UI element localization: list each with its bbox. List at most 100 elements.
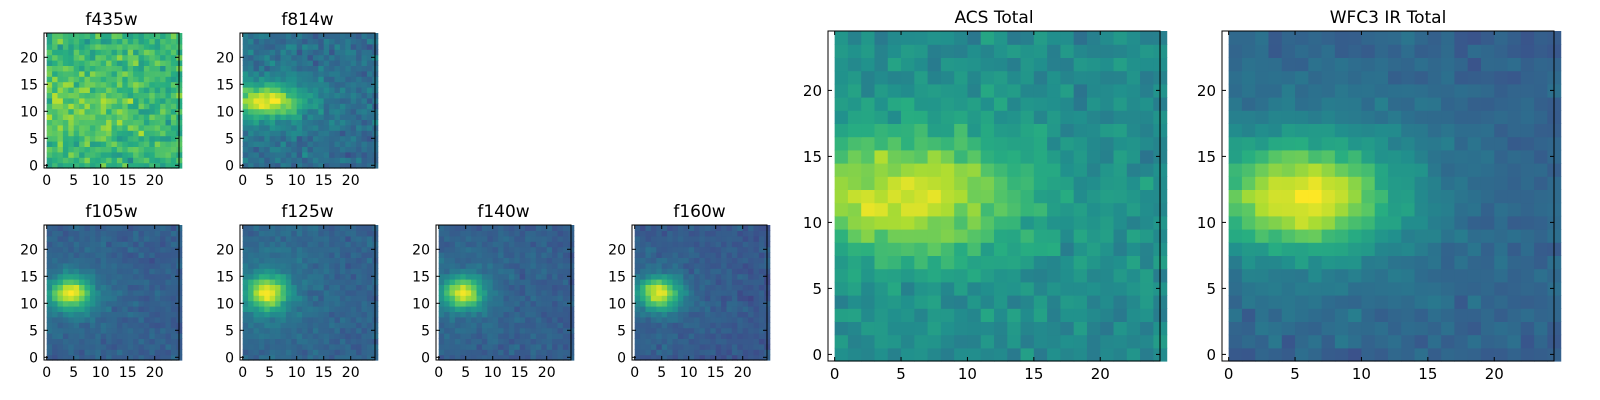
heatmap-cell — [253, 262, 260, 269]
heatmap-cell — [535, 273, 542, 280]
heatmap-cell — [1361, 321, 1376, 336]
heatmap-cell — [46, 43, 53, 50]
heatmap-cell — [731, 279, 738, 285]
heatmap-cell — [73, 119, 80, 126]
heatmap-cell — [170, 354, 177, 361]
heatmap-cell — [356, 338, 363, 345]
heatmap-cell — [1507, 189, 1522, 204]
heatmap-cell — [345, 157, 352, 164]
heatmap-cell — [1507, 281, 1522, 296]
heatmap-cell — [721, 273, 728, 280]
y-tick-label: 5 — [421, 323, 430, 339]
heatmap-cell — [116, 284, 123, 291]
heatmap-cell — [552, 235, 559, 242]
heatmap-cell — [116, 333, 123, 339]
heatmap-cell — [1480, 229, 1495, 243]
heatmap-cell — [557, 306, 564, 312]
heatmap-cell — [334, 162, 341, 169]
heatmap-cell — [503, 295, 510, 302]
heatmap-cell — [753, 311, 760, 318]
heatmap-cell — [361, 289, 368, 296]
heatmap-cell — [160, 49, 167, 56]
heatmap-cell — [1348, 176, 1363, 190]
heatmap-cell — [122, 70, 129, 77]
heatmap-cell — [160, 327, 167, 334]
heatmap-cell — [1507, 295, 1522, 309]
heatmap-cell — [84, 225, 91, 231]
heatmap-cell — [1268, 334, 1283, 349]
heatmap-cell — [116, 300, 123, 307]
heatmap-cell — [253, 268, 260, 275]
heatmap-cell — [1494, 268, 1509, 283]
heatmap-cell — [253, 135, 260, 142]
heatmap-cell — [1308, 215, 1323, 230]
heatmap-cell — [361, 268, 368, 275]
heatmap-cell — [715, 230, 722, 237]
heatmap-cell — [52, 114, 59, 120]
heatmap-cell — [694, 273, 701, 280]
heatmap-cell — [95, 65, 102, 72]
heatmap-cell — [318, 130, 325, 137]
heatmap-cell — [248, 124, 255, 131]
heatmap-cell — [127, 289, 134, 296]
heatmap-cell — [1100, 334, 1115, 349]
heatmap-cell — [503, 279, 510, 285]
heatmap-cell — [737, 338, 744, 345]
heatmap-cell — [1281, 308, 1296, 322]
heatmap-cell — [1388, 215, 1402, 230]
heatmap-cell — [52, 135, 59, 142]
heatmap-cell — [285, 157, 292, 164]
heatmap-cell — [562, 322, 569, 329]
heatmap-cell — [1361, 215, 1376, 230]
heatmap-cell — [307, 289, 314, 296]
heatmap-cell — [683, 235, 690, 242]
heatmap-cell — [1281, 149, 1296, 164]
heatmap-cell — [887, 57, 902, 72]
heatmap-cell — [541, 354, 548, 361]
heatmap-cell — [704, 257, 711, 264]
heatmap-cell — [111, 316, 118, 323]
heatmap-cell — [645, 273, 652, 280]
heatmap-cell — [688, 268, 695, 275]
heatmap-cell — [1020, 163, 1035, 177]
heatmap-cell — [307, 103, 314, 110]
x-tick-label: 20 — [734, 365, 752, 381]
heatmap-cell — [481, 230, 488, 237]
heatmap-cell — [165, 354, 172, 361]
heatmap-cell — [345, 235, 352, 242]
heatmap-cell — [519, 327, 526, 334]
heatmap-cell — [57, 103, 64, 110]
heatmap-cell — [143, 162, 150, 169]
heatmap-cell — [329, 279, 336, 285]
heatmap-cell — [737, 289, 744, 296]
heatmap-cell — [476, 262, 483, 269]
heatmap-cell — [323, 43, 330, 50]
heatmap-cell — [1113, 97, 1128, 111]
heatmap-cell — [269, 162, 276, 169]
heatmap-cell — [264, 130, 271, 137]
heatmap-cell — [122, 114, 129, 120]
heatmap-cell — [1241, 268, 1256, 283]
heatmap-cell — [62, 33, 69, 39]
heatmap-cell — [248, 157, 255, 164]
heatmap-cell — [68, 279, 75, 285]
heatmap-cell — [1073, 268, 1088, 283]
heatmap-cell — [438, 311, 445, 318]
heatmap-cell — [356, 257, 363, 264]
heatmap-cell — [1268, 347, 1283, 362]
heatmap-cell — [242, 289, 249, 296]
heatmap-cell — [323, 343, 330, 350]
heatmap-cell — [366, 124, 373, 131]
heatmap-cell — [1427, 268, 1442, 283]
heatmap-cell — [704, 262, 711, 269]
heatmap-cell — [291, 130, 298, 137]
heatmap-cell — [552, 241, 559, 248]
heatmap-cell — [1020, 44, 1035, 58]
heatmap-cell — [154, 262, 161, 269]
heatmap-cell — [285, 230, 292, 237]
heatmap-cell — [253, 306, 260, 312]
heatmap-cell — [302, 157, 309, 164]
x-tick-label: 0 — [238, 365, 247, 381]
heatmap-cell — [562, 349, 569, 356]
heatmap-cell — [329, 60, 336, 66]
